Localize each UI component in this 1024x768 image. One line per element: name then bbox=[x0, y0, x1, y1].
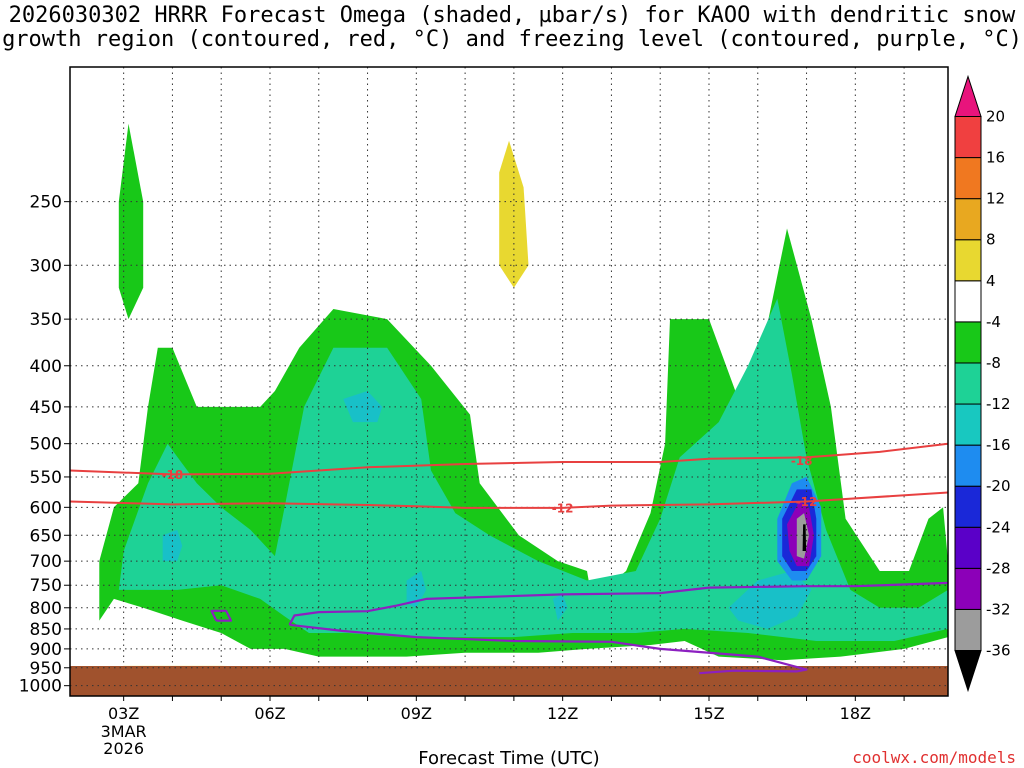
freezing-level-contours bbox=[210, 581, 949, 675]
colorbar-swatch bbox=[954, 526, 982, 569]
x-tick-label: 15Z bbox=[693, 704, 724, 723]
y-tick-label: 300 bbox=[30, 256, 62, 276]
y-tick-label: 950 bbox=[30, 659, 62, 679]
credit-text: coolwx.com/models bbox=[852, 748, 1016, 767]
chart-title: 2026030302 HRRR Forecast Omega (shaded, … bbox=[0, 4, 1024, 52]
colorbar-tick-label: -16 bbox=[986, 436, 1011, 454]
y-tick-label: 600 bbox=[30, 498, 62, 518]
surface-layer bbox=[70, 666, 948, 696]
plot-frame bbox=[69, 66, 949, 697]
colorbar: -36 -32 -28 -24 -20 -16 -12 -8 -4 4 8 12 16 20 bbox=[954, 74, 1011, 693]
y-tick-label: 800 bbox=[30, 599, 62, 619]
y-axis: 2503003504004505005506006507007508008509… bbox=[19, 193, 70, 697]
colorbar-swatch bbox=[954, 362, 982, 405]
y-tick-label: 550 bbox=[30, 468, 62, 488]
x-tick-label: 09Z bbox=[401, 704, 432, 723]
colorbar-swatch bbox=[954, 239, 982, 282]
x-tick-label: 18Z bbox=[840, 704, 871, 723]
omega-region-12 bbox=[802, 524, 807, 551]
dendritic-growth-contours: -18 -18 -12 -12 bbox=[69, 442, 949, 515]
omega-region-2 bbox=[118, 298, 949, 641]
colorbar-tick-label: -8 bbox=[986, 354, 1001, 372]
colorbar-swatch bbox=[954, 198, 982, 241]
colorbar-swatch bbox=[954, 280, 982, 323]
y-tick-label: 350 bbox=[30, 310, 62, 330]
colorbar-tick-label: -28 bbox=[986, 559, 1011, 577]
x-tick-label: 06Z bbox=[254, 704, 285, 723]
colorbar-tick-label: 12 bbox=[986, 190, 1005, 208]
colorbar-swatch bbox=[954, 157, 982, 200]
dgz-contour-2 bbox=[69, 491, 949, 509]
y-tick-label: 1000 bbox=[19, 677, 62, 697]
omega-region-5 bbox=[406, 571, 427, 608]
colorbar-max-arrow bbox=[954, 74, 982, 117]
colorbar-min-arrow bbox=[954, 650, 982, 693]
colorbar-swatch bbox=[954, 608, 982, 652]
omega-region-0 bbox=[118, 123, 144, 320]
freezing-contour-1 bbox=[288, 581, 949, 626]
colorbar-tick-label: -12 bbox=[986, 395, 1011, 413]
dgz-contour-0 bbox=[69, 442, 949, 476]
title-line-1: 2026030302 HRRR Forecast Omega (shaded, … bbox=[8, 3, 1016, 28]
y-tick-label: 250 bbox=[30, 193, 62, 213]
colorbar-swatch bbox=[954, 444, 982, 487]
y-tick-label: 900 bbox=[30, 640, 62, 660]
colorbar-swatch bbox=[954, 321, 982, 364]
ground-surface bbox=[70, 666, 948, 696]
x-tick-label: 03Z bbox=[108, 704, 139, 723]
y-tick-label: 850 bbox=[30, 620, 62, 640]
colorbar-tick-label: 16 bbox=[986, 149, 1005, 167]
colorbar-tick-label: -36 bbox=[986, 642, 1011, 660]
colorbar-swatch bbox=[954, 567, 982, 610]
omega-region-13 bbox=[499, 140, 529, 288]
y-tick-label: 400 bbox=[30, 357, 62, 377]
dgz-contour-label: -12 bbox=[796, 495, 818, 509]
dgz-contour-label: -12 bbox=[552, 501, 574, 515]
y-tick-label: 500 bbox=[30, 435, 62, 455]
colorbar-tick-label: -32 bbox=[986, 600, 1011, 618]
colorbar-tick-label: -24 bbox=[986, 518, 1011, 536]
dgz-contour-label: -18 bbox=[162, 468, 184, 482]
x-tick-label: 12Z bbox=[547, 704, 578, 723]
y-tick-label: 700 bbox=[30, 552, 62, 572]
dgz-contour-label: -18 bbox=[791, 454, 813, 468]
x-date-label: 2026 bbox=[103, 739, 144, 758]
colorbar-tick-label: 20 bbox=[986, 108, 1005, 126]
x-axis-label: Forecast Time (UTC) bbox=[418, 748, 599, 768]
title-line-2: growth region (contoured, red, °C) and f… bbox=[2, 27, 1022, 52]
freezing-contour-2 bbox=[289, 623, 808, 675]
colorbar-tick-label: 4 bbox=[986, 272, 996, 290]
colorbar-swatch bbox=[954, 485, 982, 528]
colorbar-tick-label: 8 bbox=[986, 231, 996, 249]
colorbar-swatch bbox=[954, 403, 982, 446]
y-tick-label: 650 bbox=[30, 526, 62, 546]
colorbar-swatch bbox=[954, 116, 982, 159]
y-tick-label: 750 bbox=[30, 576, 62, 596]
x-date-label: 3MAR bbox=[101, 722, 147, 741]
y-tick-label: 450 bbox=[30, 398, 62, 418]
colorbar-tick-label: -4 bbox=[986, 313, 1001, 331]
colorbar-tick-label: -20 bbox=[986, 477, 1011, 495]
freezing-contour-0 bbox=[210, 609, 233, 622]
